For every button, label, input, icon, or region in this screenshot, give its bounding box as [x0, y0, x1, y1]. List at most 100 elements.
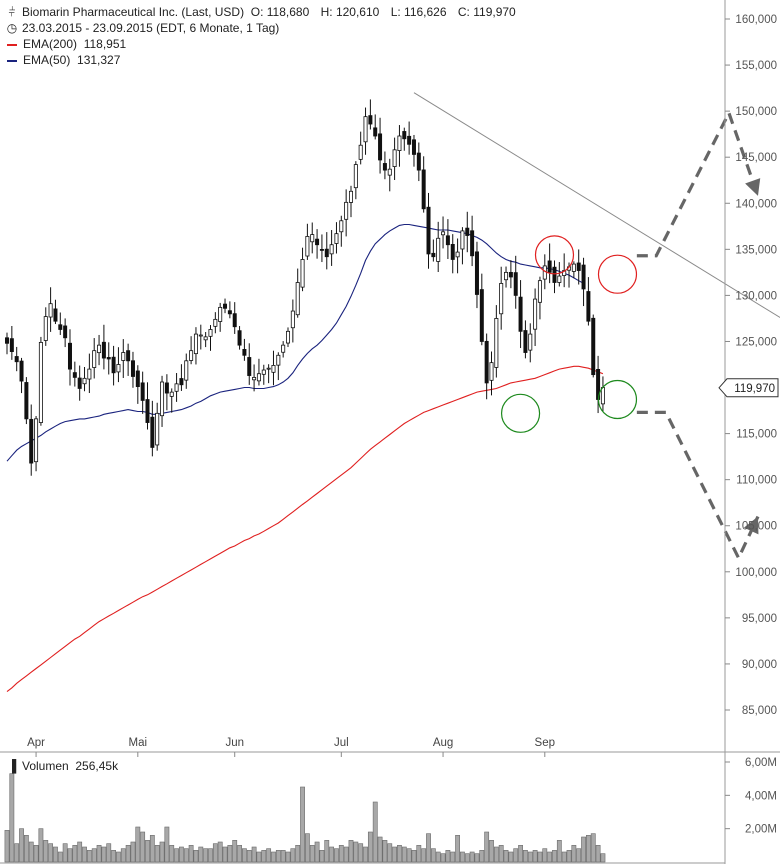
volume-bar [188, 845, 194, 863]
volume-bar [222, 846, 228, 863]
candle-body [353, 164, 358, 189]
volume-bar [455, 835, 460, 863]
volume-bar [208, 848, 213, 863]
volume-bar [377, 836, 383, 863]
ema200-line [6, 365, 604, 693]
candle-body [145, 399, 150, 423]
open-value: 118,680 [266, 5, 310, 19]
candle-body [470, 230, 475, 257]
candle-body [286, 330, 291, 344]
candle-body [223, 303, 228, 309]
volume-bar [479, 850, 485, 863]
candle-body [232, 313, 237, 328]
candle-body [518, 296, 523, 332]
volume-bar [489, 840, 494, 863]
volume-legend: ▐ Volumen 256,45k [6, 759, 118, 774]
volume-bar [179, 846, 184, 863]
volume-bar [566, 850, 572, 863]
volume-bar [392, 846, 397, 863]
volume-bar [600, 853, 606, 863]
volume-bar [300, 786, 305, 863]
volume-bar [101, 846, 107, 863]
projection-up-path [636, 108, 760, 258]
y-tick-label: 110,000 [736, 475, 777, 487]
volume-bar [532, 850, 538, 863]
trendline [413, 92, 780, 319]
candle-body [276, 354, 281, 366]
volume-bar [154, 845, 160, 863]
candle-body [600, 387, 605, 405]
projections [636, 108, 761, 562]
candle-body [242, 349, 247, 356]
trendline-segment [413, 92, 780, 319]
candle-body [111, 356, 116, 374]
candle-body [155, 412, 160, 446]
volume-bar [498, 845, 504, 863]
volume-bar [581, 836, 586, 863]
circles [500, 235, 638, 433]
candle-body [135, 370, 140, 388]
candle-body [247, 357, 252, 376]
candle-body [169, 391, 174, 397]
candle-body [43, 316, 48, 341]
candle-body [305, 236, 310, 257]
x-tick-label: Mai [129, 737, 148, 749]
candle-body [58, 324, 63, 330]
ema200-value: 118,951 [83, 37, 127, 51]
ema50-legend: EMA(50) 131,327 [6, 53, 120, 68]
candle-body [5, 337, 10, 344]
volume-bar [203, 848, 209, 863]
candle-body [208, 329, 213, 337]
candle-body [319, 248, 324, 251]
volume-bar [334, 848, 339, 863]
candle-body [87, 368, 92, 380]
candle-body [591, 317, 596, 376]
volume-bar [275, 850, 281, 863]
candle-body [373, 127, 378, 137]
candle-body [266, 367, 271, 370]
candle-body [227, 310, 232, 315]
ema50-line [6, 223, 584, 462]
candle-body [164, 382, 169, 394]
close-label: C: [457, 5, 470, 19]
volume-bar [426, 833, 431, 863]
candle-body [97, 344, 102, 354]
period-text: 23.03.2015 - 23.09.2015 (EDT, 6 Monate, … [22, 21, 280, 35]
y-tick-label: 95,000 [742, 613, 777, 625]
candle-body [237, 330, 242, 346]
candle-body [489, 362, 494, 381]
volume-bar [493, 846, 499, 863]
volume-bar [324, 840, 330, 863]
volume-bar [552, 850, 557, 863]
ema50-path [6, 223, 584, 462]
volume-bar [67, 848, 73, 863]
candle-body [130, 360, 135, 377]
low-value: 116,626 [404, 5, 447, 19]
y-tick-label: 115,000 [736, 429, 777, 441]
candle-body [53, 308, 58, 322]
instrument-title: Biomarin Pharmaceutical Inc. (Last, USD) [22, 5, 245, 19]
volume-bar [329, 846, 335, 863]
candle-body [513, 272, 518, 296]
candle-body [281, 344, 286, 353]
volume-bar [397, 845, 402, 863]
candle-body [324, 248, 329, 258]
candle-body [24, 382, 29, 420]
y-tick-label: 85,000 [742, 705, 777, 717]
volume-bar [518, 845, 523, 863]
x-tick-label: Apr [27, 737, 45, 749]
candle-body [479, 289, 484, 342]
candle-body [416, 152, 421, 171]
candle-body [378, 133, 383, 161]
candle-body [445, 235, 450, 246]
candle-body [9, 338, 14, 353]
volume-bar [159, 841, 165, 863]
volume-bars-icon: ▐ [7, 759, 17, 773]
candle-body [150, 416, 155, 448]
candle-body [368, 115, 373, 125]
candle-body [571, 263, 576, 272]
candle-body [213, 318, 218, 327]
volume-bar [271, 851, 276, 863]
volume-bar [19, 828, 24, 863]
